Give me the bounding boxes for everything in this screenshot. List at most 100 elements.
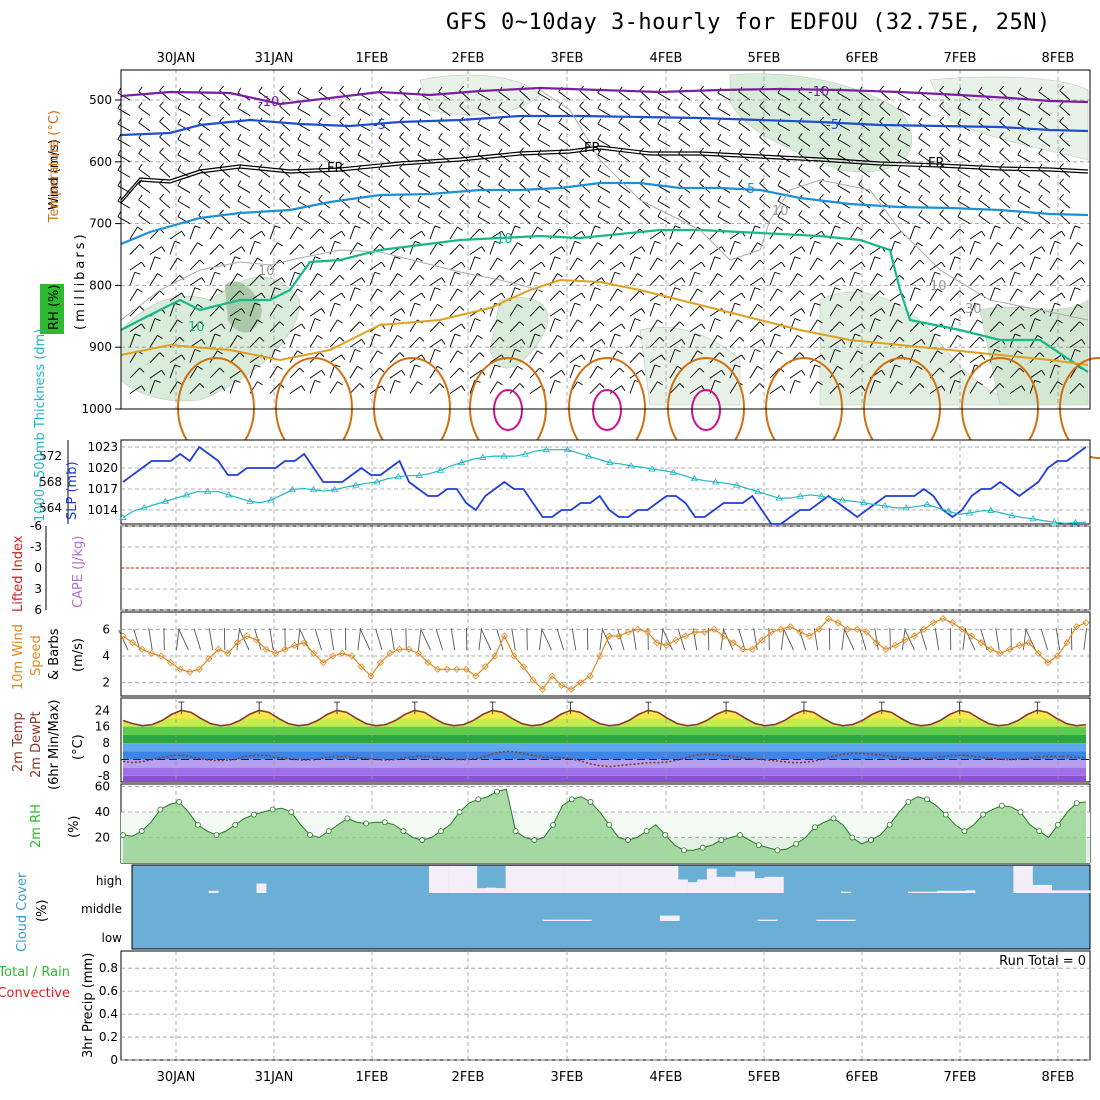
wind-barb-flag: [497, 257, 503, 262]
wind-barb-staff: [269, 321, 281, 333]
wind-barb-staff: [609, 367, 621, 379]
wind-barb-staff: [569, 336, 581, 348]
wind10m-speed-line-point: [596, 652, 604, 660]
wind-barb-staff: [189, 287, 196, 302]
wind-barb-staff: [978, 199, 991, 209]
wind-barb-staff: [957, 169, 971, 178]
wind-barb-flag: [597, 365, 603, 370]
wind10m-barb: [1083, 628, 1088, 651]
wind-barb-flag: [657, 133, 662, 140]
wind-barb-flag: [821, 292, 826, 299]
wind-barb-staff: [649, 319, 658, 332]
wind-barb-staff: [809, 257, 818, 271]
slp-tick-label: 1017: [87, 482, 118, 496]
wind-barb-flag: [714, 318, 721, 322]
wind10m-barb: [511, 628, 516, 651]
wind-barb-flag: [394, 318, 401, 322]
wind-barb-flag: [819, 336, 825, 342]
wind-barb-staff: [369, 367, 381, 379]
wind-barb-staff: [969, 302, 976, 317]
wind-barb-flag: [679, 259, 685, 265]
cloud-cover-bar: [591, 866, 602, 893]
wind-barb-staff: [129, 226, 138, 240]
wind-barb-flag: [1039, 352, 1045, 358]
wind-barb-staff: [519, 167, 531, 178]
wind-barb-staff: [138, 184, 151, 194]
top-date-axis: 30JAN 31JAN 1FEB 2FEB 3FEB 4FEB 5FEB 6FEB 7FEB 8F…: [157, 51, 1075, 66]
wind-barb-staff: [738, 106, 751, 116]
wind-barb-staff: [777, 169, 791, 178]
wind-barb-staff: [759, 105, 771, 116]
wind-barb-flag: [819, 194, 824, 200]
wind-barb-flag: [378, 148, 383, 154]
wind-barb-staff: [618, 153, 631, 163]
wind-barb-flag: [874, 318, 881, 322]
wind-barb-flag: [1034, 318, 1041, 322]
thickness-line-point: [733, 481, 741, 488]
wind-barb-flag: [881, 370, 886, 376]
cloud-cover-bar: [917, 891, 928, 893]
wind-barb-flag: [618, 102, 623, 108]
wind10m-label-c: & Barbs: [47, 628, 62, 680]
wind-barb-flag: [594, 349, 601, 352]
wind-barb-flag: [621, 323, 626, 330]
wind-barb-flag: [237, 103, 242, 109]
wind-barb-staff: [949, 308, 962, 317]
wind-barb-flag: [574, 302, 581, 306]
wind-barb-flag: [354, 287, 361, 291]
wind-barb-flag: [141, 385, 146, 391]
wind-barb-flag: [957, 118, 962, 125]
wind-barb-flag: [237, 149, 242, 156]
wind-barb-flag: [597, 149, 602, 156]
wind-barb-staff: [159, 152, 171, 163]
rh-label-10-b: 10: [930, 279, 947, 294]
wind-barb-staff: [529, 244, 541, 255]
wind-barb-staff: [138, 91, 151, 101]
wind10m-barb: [720, 628, 725, 651]
wind-barb-flag: [294, 271, 301, 275]
wind-barb-staff: [498, 215, 511, 224]
wind-barb-flag: [614, 271, 621, 275]
wind-barb-staff: [289, 261, 302, 271]
wind-barb-flag: [258, 148, 263, 154]
wind-barb-staff: [289, 367, 301, 379]
wind-barb-flag: [414, 302, 421, 306]
wind-barb-flag: [637, 273, 643, 278]
wind-barb-staff: [918, 137, 931, 147]
wind-barb-staff: [897, 154, 911, 163]
wind-barb-staff: [1069, 338, 1082, 348]
wind-barb-staff: [609, 226, 618, 240]
wind-barb-flag: [717, 164, 722, 171]
wind-barb-staff: [289, 226, 298, 240]
wind-barb-staff: [809, 319, 818, 332]
cloud-cover-bar: [438, 866, 449, 893]
wind-barb-flag: [861, 323, 866, 330]
wind-barb-staff: [378, 91, 391, 101]
wind-barb-staff: [329, 381, 338, 394]
wind-barb-staff: [138, 122, 151, 132]
wind-barb-staff: [597, 108, 611, 116]
wind10m-barb: [677, 628, 686, 651]
wind-barb-staff: [889, 336, 901, 348]
wind10m-speed-line-point: [929, 619, 938, 627]
wind-barb-flag: [977, 319, 983, 324]
wind-barb-flag: [477, 149, 482, 156]
wind-barb-staff: [329, 336, 341, 348]
wind10m-speed-line-point: [958, 625, 966, 633]
cloud-cover-bar: [563, 866, 573, 893]
wind-barb-staff: [459, 105, 471, 116]
pressure-tick-label: 800: [89, 278, 112, 292]
wind-barb-flag: [477, 133, 482, 140]
wind-barb-flag: [834, 349, 841, 352]
wind-barb-staff: [117, 108, 131, 116]
wind-barb-flag: [501, 292, 506, 299]
wind-barb-staff: [809, 336, 821, 348]
wind-barb-flag: [1019, 367, 1025, 373]
wind-barb-staff: [1038, 106, 1051, 116]
wind-barb-staff: [849, 226, 858, 240]
wind-barb-staff: [717, 138, 731, 147]
wind-barb-flag: [539, 367, 545, 373]
wind-barb-flag: [561, 308, 566, 314]
